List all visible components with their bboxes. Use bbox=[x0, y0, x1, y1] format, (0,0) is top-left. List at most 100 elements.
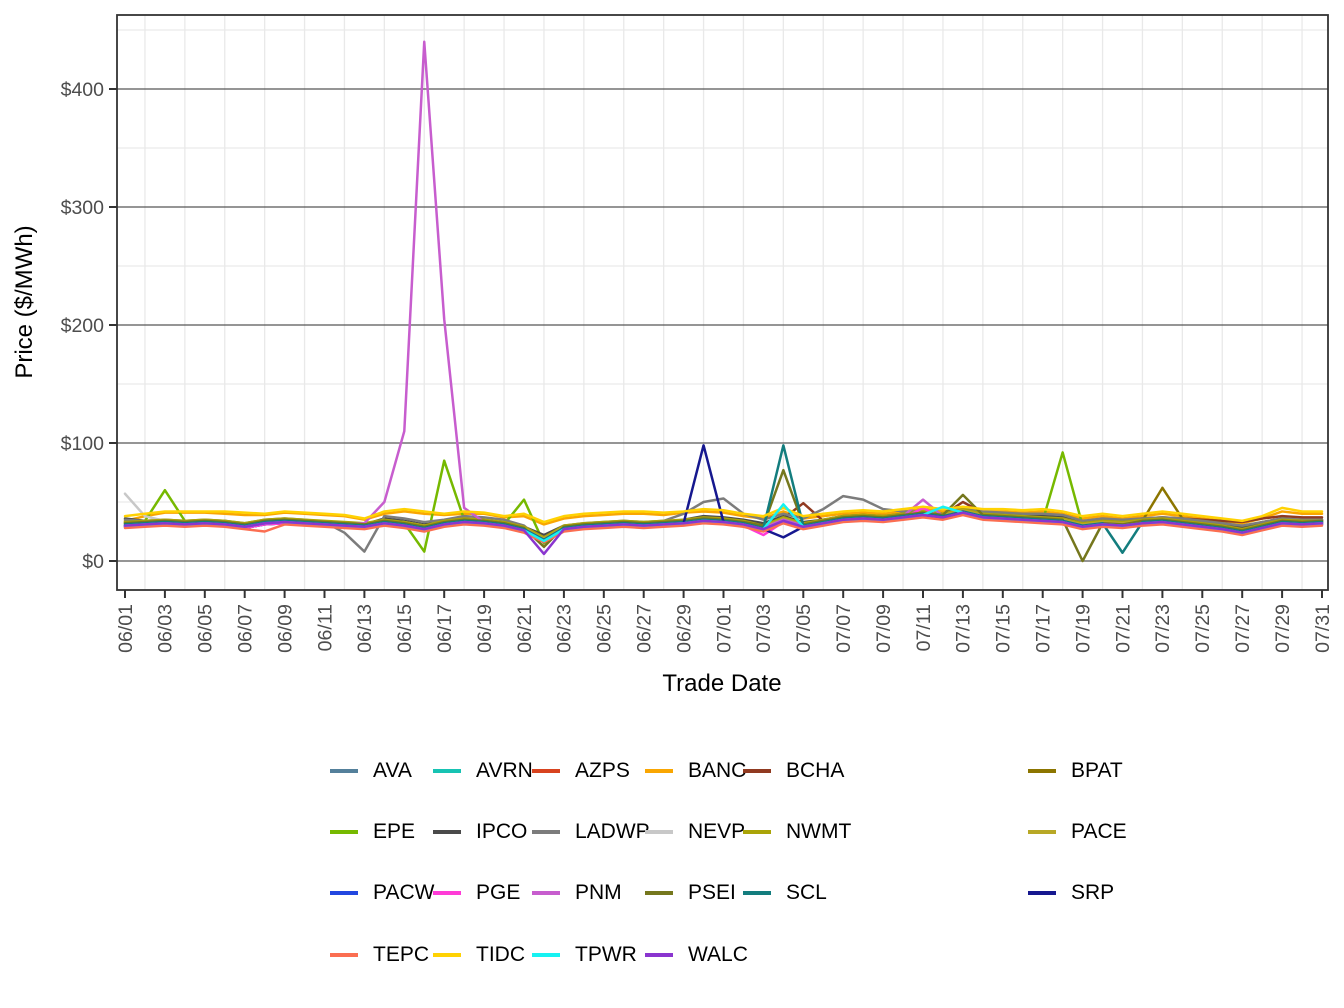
legend-swatch-AVA bbox=[330, 768, 358, 774]
x-tick-label: 07/11 bbox=[913, 604, 935, 651]
legend-label-BPAT: BPAT bbox=[1071, 759, 1123, 782]
legend-label-SRP: SRP bbox=[1071, 881, 1115, 904]
x-tick-label: 07/21 bbox=[1112, 604, 1134, 653]
legend-label-TPWR: TPWR bbox=[575, 943, 637, 966]
x-tick-label: 07/23 bbox=[1152, 604, 1174, 653]
legend-item-IPCO: IPCO bbox=[433, 820, 527, 844]
legend-label-SCL: SCL bbox=[786, 881, 827, 904]
series-line-TIDC bbox=[123, 505, 1324, 524]
x-tick-label: 07/01 bbox=[713, 604, 735, 653]
legend-label-NWMT: NWMT bbox=[786, 820, 852, 843]
legend-label-PACE: PACE bbox=[1071, 820, 1127, 843]
x-tick-label: 07/09 bbox=[873, 604, 895, 653]
y-tick-label: $0 bbox=[82, 551, 104, 573]
y-tick-label: $200 bbox=[61, 315, 105, 337]
axis-tick-marks bbox=[109, 88, 1323, 598]
legend-item-AZPS: AZPS bbox=[532, 759, 630, 783]
legend-item-SRP: SRP bbox=[1028, 881, 1114, 905]
legend-swatch-SCL bbox=[743, 890, 771, 896]
minor-gridlines bbox=[117, 15, 1328, 590]
legend-swatch-EPE bbox=[330, 829, 358, 835]
x-tick-label: 07/29 bbox=[1272, 604, 1294, 653]
x-tick-label: 06/09 bbox=[274, 604, 296, 653]
legend-swatch-PSEI bbox=[645, 890, 673, 896]
legend-swatch-TPWR bbox=[532, 952, 560, 958]
legend-label-WALC: WALC bbox=[688, 943, 748, 966]
legend-swatch-NEVP bbox=[645, 829, 673, 835]
x-tick-label: 07/17 bbox=[1033, 604, 1055, 653]
x-tick-label: 07/15 bbox=[993, 604, 1015, 653]
x-tick-label: 07/05 bbox=[793, 604, 815, 653]
legend-item-TIDC: TIDC bbox=[433, 943, 525, 967]
x-tick-label: 06/27 bbox=[634, 604, 656, 653]
legend-item-PACW: PACW bbox=[330, 881, 434, 905]
legend-swatch-AVRN bbox=[433, 768, 461, 774]
y-axis-title: Price ($/MWh) bbox=[11, 225, 38, 378]
legend-swatch-SRP bbox=[1028, 890, 1056, 896]
legend-item-BANC: BANC bbox=[645, 759, 746, 783]
x-tick-label: 07/19 bbox=[1072, 604, 1094, 653]
y-tick-label: $400 bbox=[61, 79, 105, 101]
x-tick-label: 06/21 bbox=[514, 604, 536, 653]
legend-label-TEPC: TEPC bbox=[373, 943, 430, 966]
legend-label-AVA: AVA bbox=[373, 759, 412, 782]
panel-border bbox=[116, 14, 1329, 591]
x-tick-label: 06/13 bbox=[354, 604, 376, 653]
legend-item-PNM: PNM bbox=[532, 881, 622, 905]
major-gridlines bbox=[117, 88, 1328, 562]
legend-label-IPCO: IPCO bbox=[476, 820, 528, 843]
legend-swatch-IPCO bbox=[433, 829, 461, 835]
legend-label-PSEI: PSEI bbox=[688, 881, 736, 904]
legend-label-BANC: BANC bbox=[688, 759, 747, 782]
legend-label-TIDC: TIDC bbox=[476, 943, 525, 966]
legend-swatch-BANC bbox=[645, 768, 673, 774]
x-tick-label: 06/07 bbox=[235, 604, 257, 653]
x-tick-label: 07/13 bbox=[953, 604, 975, 653]
y-tick-labels: $0 $100 $200 $300 $400 bbox=[61, 79, 105, 573]
legend-label-AZPS: AZPS bbox=[575, 759, 630, 782]
legend-item-AVA: AVA bbox=[330, 759, 412, 783]
legend-label-EPE: EPE bbox=[373, 820, 416, 843]
x-tick-label: 07/27 bbox=[1232, 604, 1254, 653]
legend-swatch-AZPS bbox=[532, 768, 560, 774]
x-tick-label: 06/03 bbox=[155, 604, 177, 653]
y-tick-label: $100 bbox=[61, 433, 105, 455]
legend-item-PSEI: PSEI bbox=[645, 881, 736, 905]
legend-swatch-TIDC bbox=[433, 952, 461, 958]
x-tick-label: 06/29 bbox=[673, 604, 695, 653]
y-tick-label: $300 bbox=[61, 197, 105, 219]
x-tick-label: 06/11 bbox=[314, 604, 336, 651]
legend-item-BCHA: BCHA bbox=[743, 759, 844, 783]
legend-label-PGE: PGE bbox=[476, 881, 521, 904]
legend-item-PACE: PACE bbox=[1028, 820, 1127, 844]
legend-swatch-BPAT bbox=[1028, 768, 1056, 774]
legend-label-PACW: PACW bbox=[373, 881, 435, 904]
legend-swatch-PNM bbox=[532, 890, 560, 896]
series-line-WALC bbox=[123, 511, 1324, 556]
legend-item-BPAT: BPAT bbox=[1028, 759, 1123, 783]
x-tick-label: 06/15 bbox=[394, 604, 416, 653]
legend-label-PNM: PNM bbox=[575, 881, 622, 904]
legend-item-AVRN: AVRN bbox=[433, 759, 533, 783]
x-tick-label: 06/19 bbox=[474, 604, 496, 653]
series-lines bbox=[123, 40, 1324, 563]
legend-label-BCHA: BCHA bbox=[786, 759, 845, 782]
legend-swatch-TEPC bbox=[330, 952, 358, 958]
x-axis-title: Trade Date bbox=[662, 670, 781, 697]
legend-label-LADWP: LADWP bbox=[575, 820, 650, 843]
x-tick-label: 07/25 bbox=[1192, 604, 1214, 653]
legend-swatch-BCHA bbox=[743, 768, 771, 774]
legend-item-TPWR: TPWR bbox=[532, 943, 637, 967]
price-line-plot: 06/01 06/03 06/05 06/07 06/09 06/11 06/13 06/15… bbox=[11, 14, 1334, 697]
x-tick-label: 07/03 bbox=[753, 604, 775, 653]
legend-item-WALC: WALC bbox=[645, 943, 748, 967]
legend-swatch-PACE bbox=[1028, 829, 1056, 835]
legend-swatch-PACW bbox=[330, 890, 358, 896]
x-tick-label: 06/23 bbox=[554, 604, 576, 653]
legend-item-LADWP: LADWP bbox=[532, 820, 650, 844]
x-tick-label: 06/05 bbox=[195, 604, 217, 653]
x-tick-label: 06/25 bbox=[594, 604, 616, 653]
x-tick-labels: 06/01 06/03 06/05 06/07 06/09 06/11 06/13 06/15… bbox=[115, 604, 1334, 653]
legend-item-NEVP: NEVP bbox=[645, 820, 745, 844]
